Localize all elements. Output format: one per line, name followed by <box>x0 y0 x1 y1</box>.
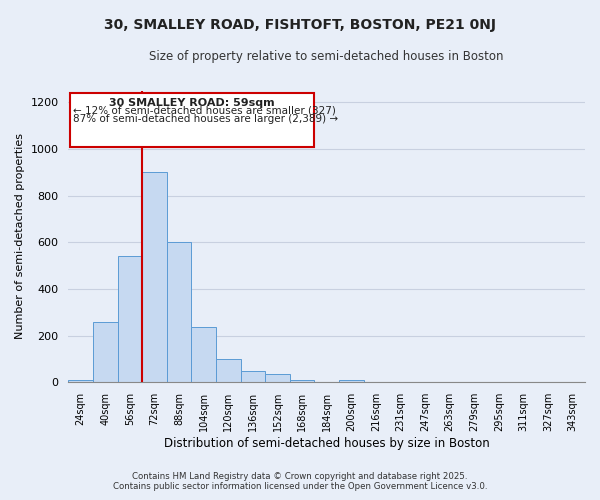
Bar <box>93 322 118 382</box>
FancyBboxPatch shape <box>70 93 314 146</box>
Title: Size of property relative to semi-detached houses in Boston: Size of property relative to semi-detach… <box>149 50 504 63</box>
Text: Contains public sector information licensed under the Open Government Licence v3: Contains public sector information licen… <box>113 482 487 491</box>
Text: 87% of semi-detached houses are larger (2,389) →: 87% of semi-detached houses are larger (… <box>73 114 338 124</box>
Y-axis label: Number of semi-detached properties: Number of semi-detached properties <box>15 134 25 340</box>
Bar <box>191 328 216 382</box>
Bar <box>118 256 142 382</box>
Bar <box>216 359 241 382</box>
Bar <box>241 371 265 382</box>
Bar <box>167 242 191 382</box>
Text: 30, SMALLEY ROAD, FISHTOFT, BOSTON, PE21 0NJ: 30, SMALLEY ROAD, FISHTOFT, BOSTON, PE21… <box>104 18 496 32</box>
Bar <box>265 374 290 382</box>
Text: Contains HM Land Registry data © Crown copyright and database right 2025.: Contains HM Land Registry data © Crown c… <box>132 472 468 481</box>
Bar <box>290 380 314 382</box>
Bar <box>68 380 93 382</box>
Bar <box>142 172 167 382</box>
X-axis label: Distribution of semi-detached houses by size in Boston: Distribution of semi-detached houses by … <box>164 437 490 450</box>
Bar <box>339 380 364 382</box>
Text: 30 SMALLEY ROAD: 59sqm: 30 SMALLEY ROAD: 59sqm <box>109 98 275 108</box>
Text: ← 12% of semi-detached houses are smaller (327): ← 12% of semi-detached houses are smalle… <box>73 106 336 116</box>
